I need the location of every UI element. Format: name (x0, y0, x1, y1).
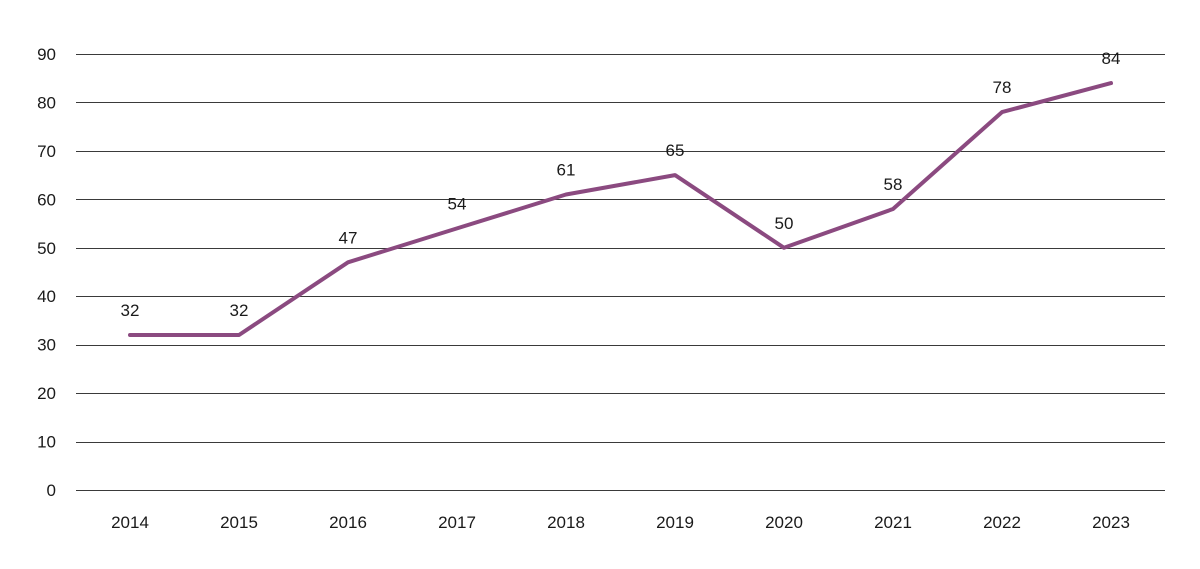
x-tick-label: 2015 (220, 513, 258, 532)
data-label: 84 (1102, 49, 1121, 68)
data-label: 78 (993, 78, 1012, 97)
data-label: 47 (339, 228, 358, 247)
data-label: 50 (775, 214, 794, 233)
y-tick-label: 50 (37, 239, 56, 258)
data-label: 65 (666, 141, 685, 160)
data-label: 32 (121, 301, 140, 320)
gridlines (76, 54, 1165, 491)
y-tick-label: 0 (47, 481, 56, 500)
x-tick-label: 2021 (874, 513, 912, 532)
y-tick-label: 40 (37, 287, 56, 306)
x-tick-label: 2019 (656, 513, 694, 532)
y-tick-label: 80 (37, 93, 56, 112)
x-tick-label: 2014 (111, 513, 149, 532)
x-axis-tick-labels: 2014 2015 2016 2017 2018 2019 2020 2021 2022 2023 (111, 513, 1130, 532)
y-tick-label: 20 (37, 384, 56, 403)
y-tick-label: 70 (37, 142, 56, 161)
y-tick-label: 30 (37, 336, 56, 355)
x-tick-label: 2017 (438, 513, 476, 532)
data-label: 58 (884, 175, 903, 194)
x-tick-label: 2018 (547, 513, 585, 532)
y-tick-label: 90 (37, 45, 56, 64)
data-labels: 32 32 47 54 61 65 50 58 78 84 (121, 49, 1121, 320)
x-tick-label: 2022 (983, 513, 1021, 532)
data-label: 32 (230, 301, 249, 320)
y-tick-label: 60 (37, 190, 56, 209)
data-label: 61 (557, 160, 576, 179)
data-label: 54 (448, 194, 467, 213)
x-tick-label: 2016 (329, 513, 367, 532)
series-line (128, 81, 1113, 337)
x-tick-label: 2020 (765, 513, 803, 532)
y-tick-label: 10 (37, 433, 56, 452)
y-axis-tick-labels: 0 10 20 30 40 50 60 70 80 90 (37, 45, 56, 500)
x-tick-label: 2023 (1092, 513, 1130, 532)
